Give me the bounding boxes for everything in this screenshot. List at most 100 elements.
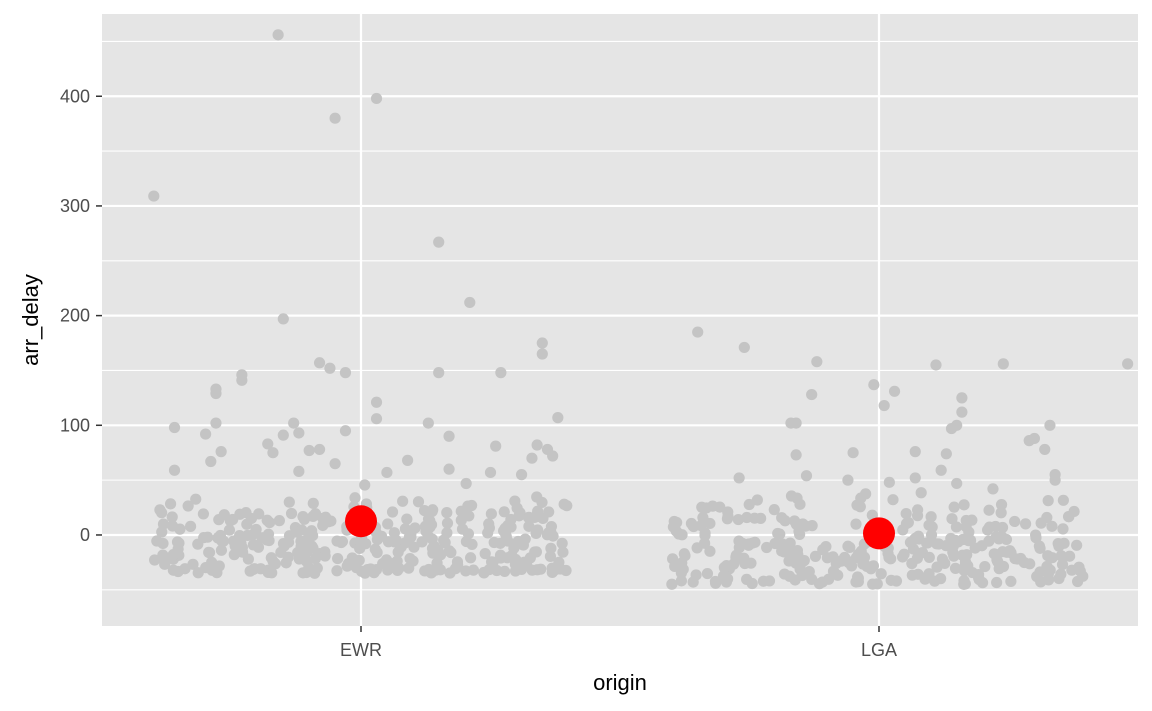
data-point [700, 502, 712, 514]
data-point [761, 541, 773, 554]
data-point [898, 548, 910, 560]
data-point [1053, 572, 1065, 585]
data-point [283, 496, 295, 508]
data-point [738, 341, 750, 354]
data-point [242, 553, 254, 565]
data-point [827, 551, 839, 563]
data-point [699, 537, 711, 549]
data-point [1055, 550, 1067, 562]
data-point [912, 530, 925, 542]
data-point [709, 575, 722, 588]
data-point [1031, 570, 1043, 583]
data-point [392, 546, 404, 558]
data-point [930, 359, 942, 371]
data-point [182, 500, 194, 512]
data-point [485, 508, 497, 520]
data-point [553, 556, 565, 568]
data-point [441, 527, 453, 539]
data-point [779, 515, 791, 527]
data-point [956, 406, 968, 418]
data-point [262, 438, 274, 450]
data-point [678, 548, 690, 560]
x-tick-label: EWR [340, 640, 382, 660]
data-point [541, 443, 554, 456]
data-point [958, 578, 970, 590]
data-point [210, 387, 222, 400]
data-point [339, 367, 352, 379]
data-point [205, 455, 217, 468]
data-point [741, 573, 753, 585]
data-point [788, 515, 801, 527]
data-point [904, 536, 917, 549]
data-point [445, 546, 457, 559]
data-point [523, 520, 535, 532]
x-axis-ticks: EWR LGA [340, 626, 897, 660]
data-point [148, 190, 160, 202]
data-point [933, 538, 945, 550]
data-point [699, 529, 711, 541]
data-point [319, 550, 331, 562]
data-point [835, 555, 847, 567]
data-point [790, 417, 802, 429]
data-point [844, 541, 856, 554]
data-point [215, 535, 228, 547]
data-point [543, 506, 555, 518]
data-point [488, 536, 500, 549]
data-point [341, 560, 353, 572]
data-point [1044, 419, 1056, 431]
data-point [936, 553, 949, 565]
data-point [213, 514, 225, 526]
data-point [299, 553, 311, 565]
data-point [273, 515, 285, 527]
data-point [530, 527, 542, 540]
data-point [262, 528, 275, 540]
data-point [958, 564, 970, 577]
data-point [247, 529, 259, 541]
data-point [763, 575, 776, 587]
data-point [745, 557, 757, 569]
data-point [888, 385, 901, 397]
data-point [768, 504, 780, 516]
data-point [223, 524, 236, 536]
data-point [1058, 537, 1070, 549]
data-point [329, 458, 341, 470]
data-point [851, 499, 863, 511]
data-point [329, 112, 341, 124]
data-point [675, 575, 688, 587]
data-point [307, 542, 319, 554]
data-point [1122, 358, 1134, 370]
data-point [443, 463, 455, 475]
data-point [692, 326, 704, 338]
data-point [190, 493, 202, 505]
data-point [690, 569, 702, 581]
y-tick-label: 300 [60, 196, 90, 216]
data-point [515, 563, 528, 576]
data-point [806, 388, 818, 401]
data-point [558, 498, 570, 510]
data-point [164, 498, 177, 510]
data-point [950, 521, 963, 533]
data-point [412, 496, 425, 508]
data-point [198, 532, 210, 544]
data-point [203, 546, 215, 558]
data-point [868, 379, 880, 391]
data-point [1056, 558, 1069, 571]
data-point [288, 417, 300, 429]
data-point [228, 549, 240, 561]
data-point [267, 447, 279, 459]
data-point [149, 554, 161, 566]
data-point [285, 507, 298, 520]
data-point [957, 533, 969, 546]
data-point [151, 535, 163, 547]
data-point [997, 560, 1010, 573]
data-point [322, 516, 334, 528]
data-point [979, 560, 991, 573]
data-point [1039, 443, 1051, 456]
data-point [227, 513, 239, 526]
data-point [433, 367, 445, 379]
data-point [307, 497, 319, 509]
mean-point [345, 505, 377, 538]
data-point [546, 566, 558, 579]
data-point [293, 465, 305, 477]
data-point [1005, 575, 1017, 588]
